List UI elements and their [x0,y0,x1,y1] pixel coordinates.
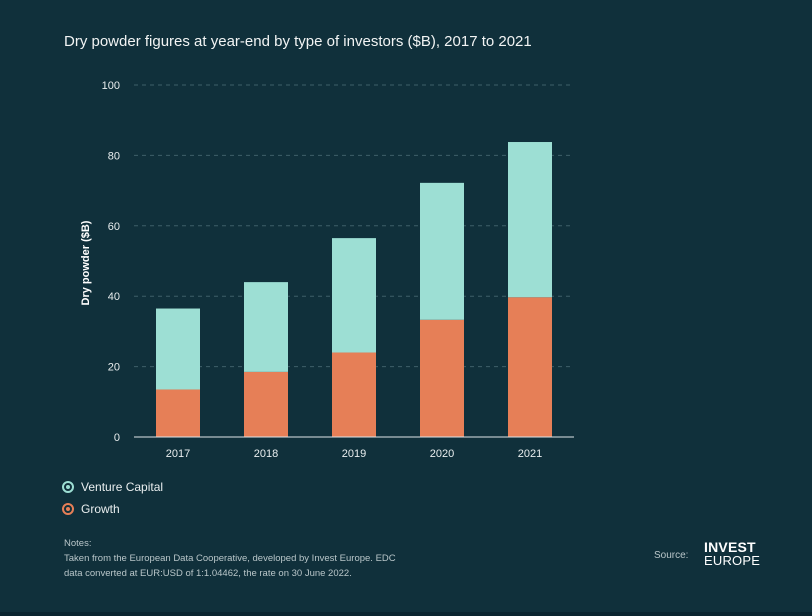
legend-item-venture-capital[interactable]: Venture Capital [62,476,164,498]
legend-label-growth: Growth [81,502,120,516]
x-tick-label: 2017 [166,448,190,460]
chart-title: Dry powder figures at year-end by type o… [64,33,532,50]
bar-venture-capital-2017 [156,308,200,390]
source-label: Source: [654,550,689,561]
x-tick-label: 2020 [430,448,454,460]
y-axis-title: Dry powder ($B) [80,220,92,305]
notes-line-1: Taken from the European Data Cooperative… [64,553,396,564]
legend-swatch-venture-capital-icon [62,481,74,493]
stacked-bar-chart: 0 20 40 60 80 100 Dry powder ($B) 2017 2018 2019 2… [80,80,574,460]
x-tick-label: 2021 [518,448,542,460]
legend: Venture Capital Growth [62,476,164,520]
bar-growth-2021 [508,297,552,437]
notes-heading: Notes: [64,538,92,549]
bottom-divider [0,612,812,616]
bar-growth-2019 [332,352,376,437]
notes-line-2: data converted at EUR:USD of 1:1.04462, … [64,568,352,579]
legend-item-growth[interactable]: Growth [62,498,163,520]
y-tick-label: 0 [114,432,120,444]
notes: Notes: Taken from the European Data Coop… [64,536,396,581]
y-tick-label: 20 [108,362,120,374]
bar-growth-2018 [244,371,288,437]
bar-venture-capital-2021 [508,142,552,298]
y-tick-label: 80 [108,150,120,162]
bar-venture-capital-2020 [420,182,464,320]
y-tick-label: 60 [108,221,120,233]
logo-text-invest: INVEST [704,539,756,555]
bar-venture-capital-2019 [332,238,376,353]
legend-swatch-growth-icon [62,503,74,515]
y-tick-label: 40 [108,291,120,303]
invest-europe-logo[interactable]: INVEST EUROPE [704,539,761,568]
bar-venture-capital-2018 [244,282,288,372]
bar-growth-2017 [156,389,200,437]
bar-growth-2020 [420,319,464,437]
legend-label-venture-capital: Venture Capital [81,480,164,494]
x-tick-label: 2019 [342,448,366,460]
x-tick-label: 2018 [254,448,278,460]
logo-text-europe: EUROPE [704,553,761,568]
y-tick-label: 100 [102,80,120,92]
